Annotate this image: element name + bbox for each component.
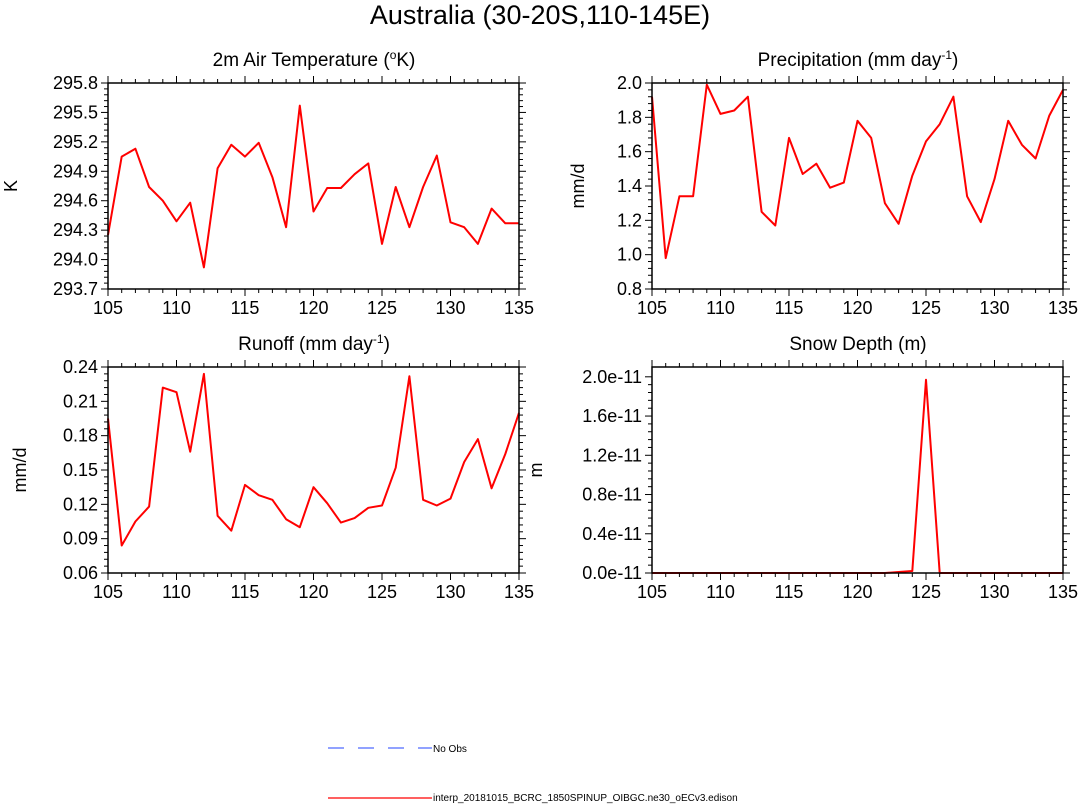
panel-air-temperature: 2m Air Temperature (oK) K 105 110 115 120 12… (1, 48, 534, 318)
plot-area: 105 110 115 120 125 130 135 293.7 294.0 294.3 294.… (53, 73, 534, 318)
x-tick-label: 130 (979, 582, 1009, 602)
panel-title-main: Precipitation (mm day (758, 50, 942, 71)
series-line (107, 372, 520, 547)
x-tick-label: 125 (367, 582, 397, 602)
y-tick-label: 295.2 (53, 132, 98, 152)
y-tick-label: 0.21 (63, 391, 98, 411)
legend: No Obs interp_20181015_BCRC_1850SPINUP_O… (328, 744, 738, 804)
panel-runoff: Runoff (mm day-1) mm/d 105 110 115 120 125 13… (10, 332, 534, 602)
x-tick-label: 135 (1048, 582, 1078, 602)
y-tick-label: 0.15 (63, 460, 98, 480)
panel-precipitation: Precipitation (mm day-1) mm/d 105 110 115 1… (568, 48, 1078, 318)
x-tick-label: 115 (775, 298, 804, 318)
legend-label: No Obs (433, 744, 467, 755)
x-tick-label: 125 (367, 298, 397, 318)
y-tick-label: 1.2 (617, 210, 642, 230)
panel-title-sup: o (390, 48, 397, 62)
plot-frame (107, 366, 520, 574)
panel-title-main: Snow Depth (m) (789, 334, 926, 355)
x-tick-label: 105 (637, 298, 667, 318)
plot-area: 105 110 115 120 125 130 135 0.06 0.09 0.12 0.15 0.1… (63, 357, 534, 602)
x-tick-label: 120 (842, 298, 872, 318)
y-tick-label: 293.7 (53, 279, 98, 299)
y-tick-label: 0.24 (63, 357, 98, 377)
plot-frame (651, 366, 1064, 574)
series-line (651, 83, 1064, 260)
panel-title-main: 2m Air Temperature ( (213, 50, 391, 71)
y-tick-label: 0.8 (617, 279, 642, 299)
y-tick-label: 1.8 (617, 107, 642, 127)
panel-title-tail: ) (384, 334, 390, 355)
y-tick-label: 0.4e-11 (582, 524, 642, 544)
y-tick-label: 0.12 (63, 494, 98, 514)
x-tick-label: 110 (706, 298, 735, 318)
x-tick-label: 120 (298, 582, 328, 602)
y-axis-label: m (526, 463, 546, 478)
legend-item-model: interp_20181015_BCRC_1850SPINUP_OIBGC.ne… (328, 793, 738, 804)
x-tick-label: 115 (231, 298, 260, 318)
plot-frame (651, 82, 1064, 290)
x-tick-label: 130 (435, 582, 465, 602)
panel-title: 2m Air Temperature (oK) (213, 48, 416, 71)
x-tick-label: 110 (162, 298, 191, 318)
panel-title-tail: K) (396, 50, 415, 71)
panel-title: Precipitation (mm day-1) (758, 48, 959, 71)
legend-item-no-obs: No Obs (328, 744, 467, 755)
x-tick-label: 125 (911, 298, 941, 318)
x-tick-label: 135 (1048, 298, 1078, 318)
x-tick-label: 105 (637, 582, 667, 602)
y-tick-label: 0.06 (63, 563, 98, 583)
x-tick-label: 105 (93, 298, 123, 318)
x-tick-label: 105 (93, 582, 123, 602)
y-tick-label: 0.09 (63, 529, 98, 549)
y-tick-label: 1.2e-11 (582, 445, 642, 465)
y-tick-label: 1.4 (617, 176, 642, 196)
y-tick-label: 294.6 (53, 191, 98, 211)
y-tick-label: 0.0e-11 (582, 563, 642, 583)
x-tick-label: 130 (979, 298, 1009, 318)
y-tick-label: 294.0 (53, 250, 98, 270)
x-tick-label: 120 (842, 582, 872, 602)
panel-title-sup: -1 (941, 48, 952, 62)
y-tick-label: 0.18 (63, 426, 98, 446)
panel-title: Runoff (mm day-1) (238, 332, 390, 355)
legend-label: interp_20181015_BCRC_1850SPINUP_OIBGC.ne… (433, 793, 738, 804)
plot-area: 105 110 115 120 125 130 135 0.8 1.0 1.2 1.4 1.6 1.8 2… (617, 73, 1078, 318)
y-tick-label: 1.6 (617, 142, 642, 162)
x-tick-label: 110 (706, 582, 735, 602)
x-tick-label: 120 (298, 298, 328, 318)
panel-title-main: Runoff (mm day (238, 334, 373, 355)
x-tick-label: 125 (911, 582, 941, 602)
x-tick-label: 110 (162, 582, 191, 602)
x-tick-label: 135 (504, 298, 534, 318)
y-tick-label: 294.9 (53, 161, 98, 181)
panel-title-sup: -1 (373, 332, 384, 346)
x-tick-label: 115 (775, 582, 804, 602)
y-tick-label: 2.0 (617, 73, 642, 93)
y-axis-label: mm/d (10, 448, 30, 493)
y-tick-label: 295.8 (53, 73, 98, 93)
plot-area: 105 110 115 120 125 130 135 0.0e-11 0.4e-11 0.8e-… (582, 360, 1078, 602)
plot-frame (107, 82, 520, 290)
y-tick-label: 1.6e-11 (582, 406, 642, 426)
x-tick-label: 130 (435, 298, 465, 318)
panel-snow-depth: Snow Depth (m) m 105 110 115 120 125 130 135 0.… (526, 334, 1078, 602)
figure-title: Australia (30-20S,110-145E) (370, 0, 710, 30)
series-line (107, 104, 519, 269)
y-axis-label: K (1, 180, 21, 192)
y-tick-label: 294.3 (53, 220, 98, 240)
panel-title-tail: ) (952, 50, 958, 71)
y-tick-label: 1.0 (617, 245, 642, 265)
x-tick-label: 135 (504, 582, 534, 602)
x-tick-label: 115 (231, 582, 260, 602)
y-tick-label: 295.5 (53, 102, 98, 122)
panel-title: Snow Depth (m) (789, 334, 926, 355)
y-tick-label: 0.8e-11 (582, 485, 642, 505)
y-tick-label: 2.0e-11 (582, 367, 642, 387)
y-axis-label: mm/d (568, 164, 588, 209)
series-line (652, 378, 1063, 574)
